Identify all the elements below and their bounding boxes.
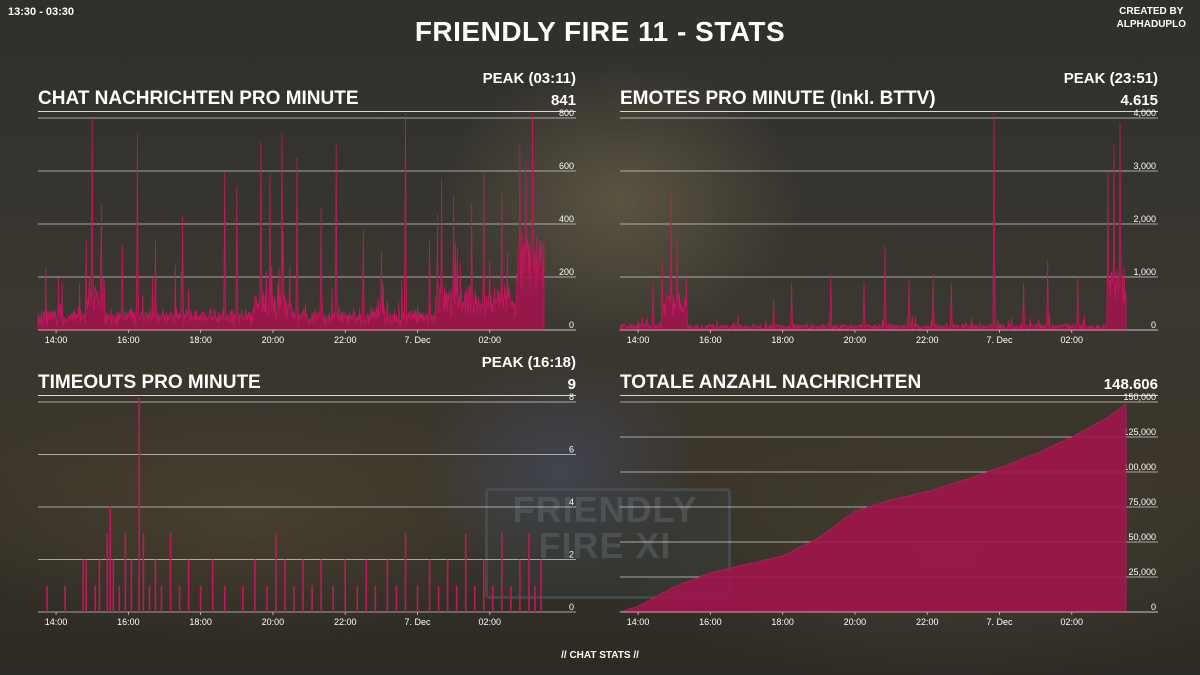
credit-line2: ALPHADUPLO xyxy=(1116,19,1186,30)
total-messages-chart: 0 25,000 50,000 75,000 100,000 125,000 150,000… xyxy=(619,392,1158,627)
x-tick-label: 18:00 xyxy=(771,617,794,627)
x-tick-label: 16:00 xyxy=(699,335,722,345)
x-tick-label: 20:00 xyxy=(262,617,285,627)
y-tick-label: 3,000 xyxy=(1133,161,1156,171)
y-tick-label: 4,000 xyxy=(1133,108,1156,118)
panel-title: TIMEOUTS PRO MINUTE xyxy=(38,372,261,393)
y-tick-label: 2,000 xyxy=(1133,214,1156,224)
panel-peak-label: PEAK (23:51) xyxy=(1063,70,1158,87)
y-tick-label: 600 xyxy=(559,161,574,171)
x-tick-label: 22:00 xyxy=(334,617,357,627)
y-tick-label: 50,000 xyxy=(1128,532,1156,542)
x-tick-label: 22:00 xyxy=(334,335,357,345)
background-sign xyxy=(485,488,731,599)
y-tick-label: 8 xyxy=(569,392,574,402)
panel-title-rule xyxy=(38,395,576,396)
y-tick-label: 400 xyxy=(559,214,574,224)
credit: CREATED BY ALPHADUPLO xyxy=(1117,5,1186,31)
y-tick-label: 6 xyxy=(569,445,574,455)
panel-title: CHAT NACHRICHTEN PRO MINUTE xyxy=(38,88,359,109)
timeouts-chart: 0 2 4 6 8 14:00 16:00 18:00 20:00 22:00 7. Dec 02:0… xyxy=(38,392,576,627)
panel-headline-value: 148.606 xyxy=(1103,376,1158,393)
x-tick-label: 20:00 xyxy=(844,617,867,627)
x-tick-label: 20:00 xyxy=(844,335,867,345)
background-sign-line1: FRIENDLY xyxy=(512,489,698,530)
series-area xyxy=(37,113,545,331)
panel-peak-label: PEAK (03:11) xyxy=(482,70,576,87)
credit-line1: CREATED BY xyxy=(1119,6,1184,17)
x-tick-label: 18:00 xyxy=(189,335,212,345)
y-tick-label: 1,000 xyxy=(1133,267,1156,277)
panel-title-rule xyxy=(620,395,1158,396)
time-range: 13:30 - 03:30 xyxy=(8,6,75,18)
x-tick-label: 7. Dec xyxy=(404,335,431,345)
x-tick-label: 16:00 xyxy=(117,335,140,345)
panel-headline-value: 4.615 xyxy=(1120,92,1158,109)
background-sign-line2: FIRE XI xyxy=(538,525,672,566)
y-tick-label: 2 xyxy=(569,550,574,560)
background-sign-text: FRIENDLY FIRE XI xyxy=(495,492,715,564)
x-tick-label: 02:00 xyxy=(1061,617,1084,627)
panel-title-rule xyxy=(620,111,1158,112)
x-tick-label: 20:00 xyxy=(262,335,285,345)
series-area xyxy=(619,403,1127,613)
timeouts-panel: PEAK (16:18) TIMEOUTS PRO MINUTE 9 0 2 4 6 8… xyxy=(38,352,576,634)
y-tick-label: 75,000 xyxy=(1128,497,1156,507)
y-tick-label: 25,000 xyxy=(1128,567,1156,577)
panel-title-rule xyxy=(38,111,576,112)
x-tick-label: 14:00 xyxy=(627,335,650,345)
y-tick-label: 0 xyxy=(1151,320,1156,330)
y-tick-label: 4 xyxy=(569,497,574,507)
x-tick-label: 7. Dec xyxy=(986,335,1013,345)
panel-title: TOTALE ANZAHL NACHRICHTEN xyxy=(620,372,922,393)
total-messages-panel: TOTALE ANZAHL NACHRICHTEN 148.606 0 25,00… xyxy=(619,352,1158,634)
x-tick-label: 22:00 xyxy=(916,335,939,345)
y-tick-label: 800 xyxy=(559,108,574,118)
emotes-chart: 0 1,000 2,000 3,000 4,000 14:00 16:00 18:00 20:0… xyxy=(619,108,1158,345)
panel-headline-value: 841 xyxy=(550,92,576,109)
x-tick-label: 02:00 xyxy=(479,335,502,345)
page-title: FRIENDLY FIRE 11 - STATS xyxy=(414,16,786,47)
y-tick-label: 0 xyxy=(1151,602,1156,612)
x-tick-label: 7. Dec xyxy=(404,617,431,627)
x-tick-label: 02:00 xyxy=(479,617,502,627)
panel-headline-value: 9 xyxy=(567,376,576,393)
x-tick-label: 16:00 xyxy=(699,617,722,627)
x-tick-label: 16:00 xyxy=(117,617,140,627)
x-tick-label: 22:00 xyxy=(916,617,939,627)
y-tick-label: 125,000 xyxy=(1123,427,1156,437)
panel-title: EMOTES PRO MINUTE (Inkl. BTTV) xyxy=(620,88,936,109)
panel-peak-label: PEAK (16:18) xyxy=(481,354,576,371)
y-tick-label: 0 xyxy=(569,320,574,330)
x-tick-label: 14:00 xyxy=(627,617,650,627)
y-tick-label: 200 xyxy=(559,267,574,277)
x-tick-label: 02:00 xyxy=(1061,335,1084,345)
chat-messages-panel: PEAK (03:11) CHAT NACHRICHTEN PRO MINUTE… xyxy=(37,68,576,350)
x-tick-label: 18:00 xyxy=(189,617,212,627)
x-tick-label: 14:00 xyxy=(45,335,68,345)
y-tick-label: 150,000 xyxy=(1123,392,1156,402)
footer-label: // CHAT STATS // xyxy=(561,650,639,661)
series-area xyxy=(619,113,1127,332)
chat-messages-chart: 0 200 400 600 800 14:00 16:00 18:00 20:00 22:00 7.… xyxy=(37,108,576,345)
x-tick-label: 18:00 xyxy=(771,335,794,345)
y-tick-label: 0 xyxy=(569,602,574,612)
emotes-panel: PEAK (23:51) EMOTES PRO MINUTE (Inkl. BT… xyxy=(619,68,1158,350)
x-tick-label: 7. Dec xyxy=(986,617,1013,627)
x-tick-label: 14:00 xyxy=(45,617,68,627)
y-tick-label: 100,000 xyxy=(1123,462,1156,472)
